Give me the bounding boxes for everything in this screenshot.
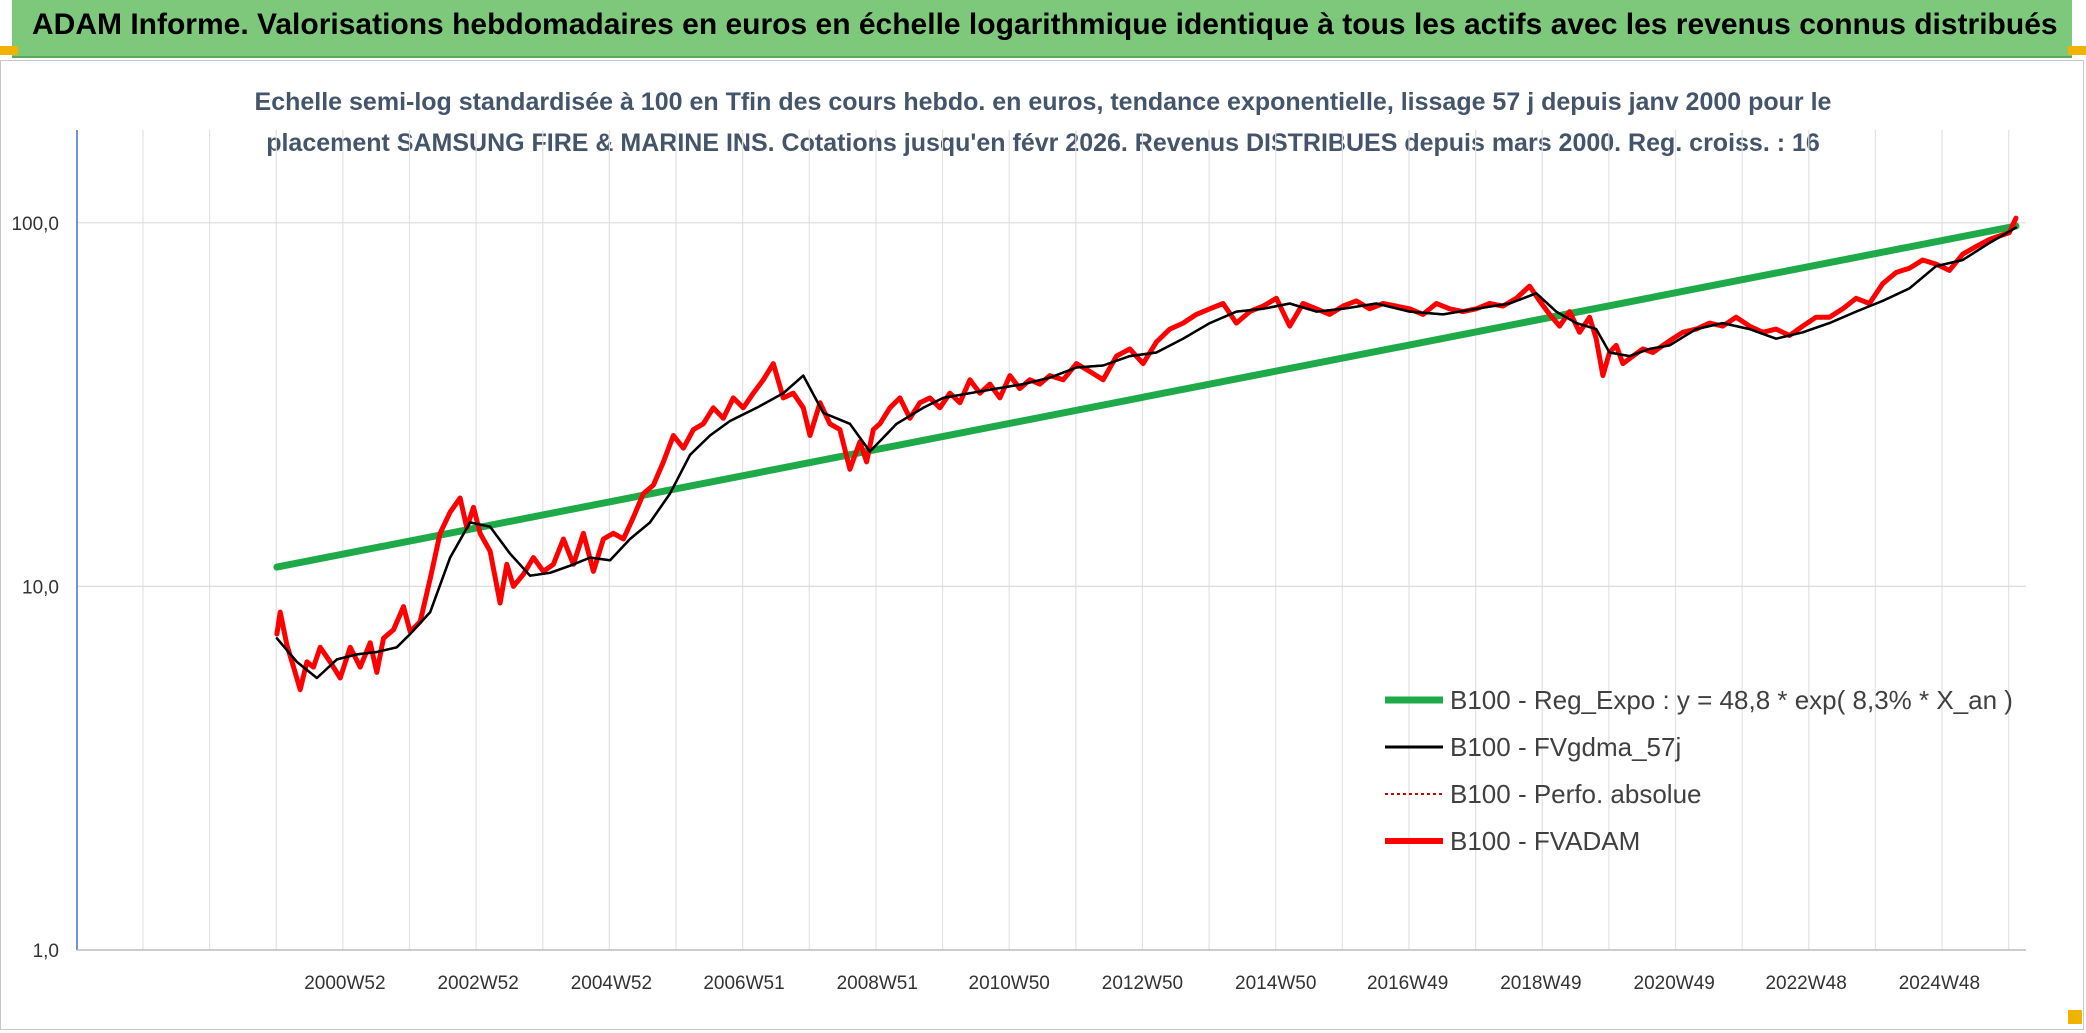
legend-label: B100 - Reg_Expo : y = 48,8 * exp( 8,3% *…	[1450, 685, 2013, 715]
chart-area	[0, 60, 2084, 1030]
x-tick-label: 2000W52	[304, 973, 385, 994]
corner-marker-bottom-right	[2068, 1010, 2082, 1024]
legend-label: B100 - Perfo. absolue	[1450, 779, 1702, 809]
x-tick-label: 2004W52	[571, 973, 652, 994]
x-tick-label: 2012W50	[1102, 973, 1183, 994]
grid-layer	[77, 130, 2026, 951]
x-tick-label: 2006W51	[703, 973, 784, 994]
chart-legend: B100 - Reg_Expo : y = 48,8 * exp( 8,3% *…	[1385, 685, 2013, 856]
chart-title-line-2: placement SAMSUNG FIRE & MARINE INS. Cot…	[266, 129, 1820, 157]
x-tick-label: 2020W49	[1634, 973, 1715, 994]
report-header-banner: ADAM Informe. Valorisations hebdomadaire…	[12, 0, 2072, 58]
x-tick-label: 2016W49	[1367, 973, 1448, 994]
series-line-fvgdma-57j	[275, 226, 2018, 680]
legend-label: B100 - FVADAM	[1450, 826, 1640, 856]
x-tick-label: 2024W48	[1899, 973, 1980, 994]
legend-item-reg-expo: B100 - Reg_Expo : y = 48,8 * exp( 8,3% *…	[1385, 685, 2013, 715]
corner-marker-right	[2068, 46, 2086, 55]
legend-item-fvgdma-57j: B100 - FVgdma_57j	[1385, 732, 1681, 762]
series-layer	[273, 215, 2020, 693]
corner-marker-left	[0, 46, 18, 55]
y-tick-label: 10,0	[22, 577, 59, 598]
legend-item-perfo-absolue: B100 - Perfo. absolue	[1385, 779, 1702, 809]
y-tick-label: 100,0	[11, 214, 59, 235]
legend-label: B100 - FVgdma_57j	[1450, 732, 1681, 762]
x-tick-label: 2008W51	[837, 973, 918, 994]
series-line-fvadam	[274, 215, 2019, 693]
x-tick-label: 2010W50	[969, 973, 1050, 994]
x-tick-label: 2018W49	[1500, 973, 1581, 994]
y-tick-label: 1,0	[33, 941, 59, 962]
x-tick-label: 2014W50	[1235, 973, 1316, 994]
series-line-fvgdma-57j-overlay	[276, 226, 2017, 680]
x-tick-label: 2002W52	[437, 973, 518, 994]
report-title: ADAM Informe. Valorisations hebdomadaire…	[32, 8, 2058, 41]
axis-layer: 1,0 10,0 100,0 2000W52 2002W52 2004W52 2006W51…	[11, 130, 2026, 994]
series-line-reg-expo	[273, 222, 2020, 571]
chart-title-line-1: Echelle semi-log standardisée à 100 en T…	[254, 88, 1832, 116]
x-tick-label: 2022W48	[1765, 973, 1846, 994]
legend-item-fvadam: B100 - FVADAM	[1385, 826, 1640, 856]
